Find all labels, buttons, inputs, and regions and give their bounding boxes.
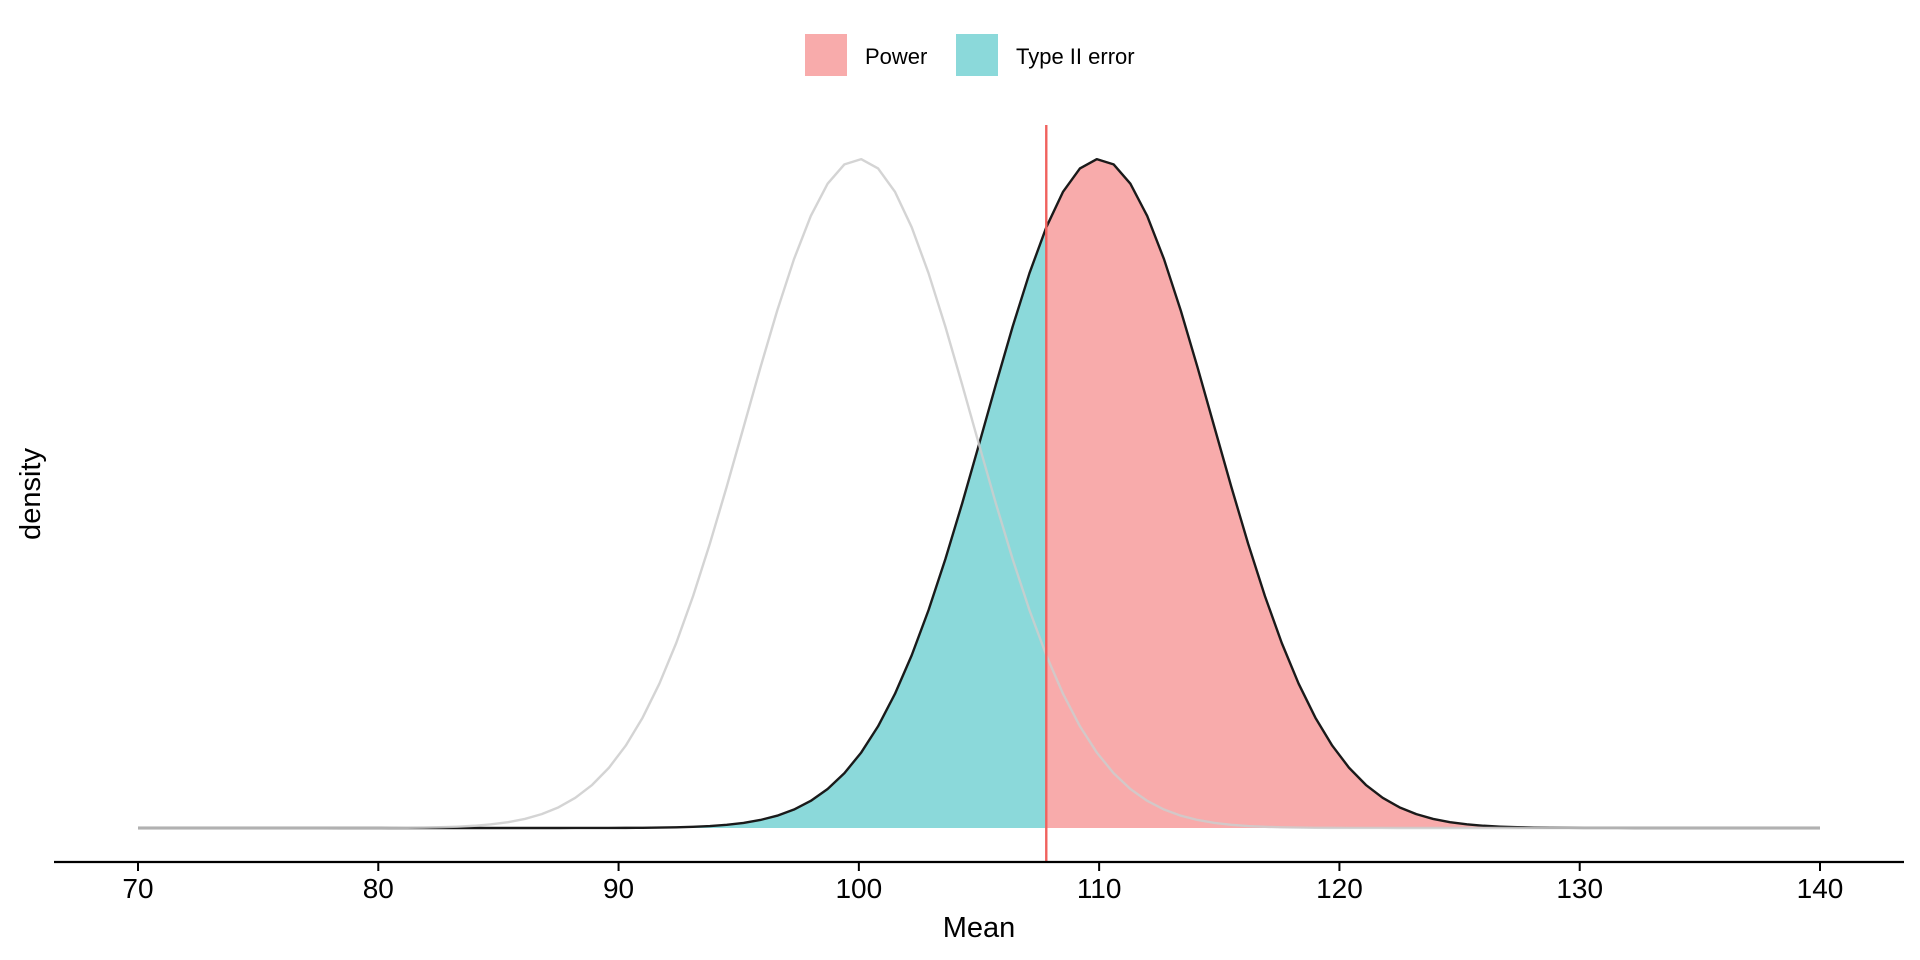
legend: Power Type II error — [805, 34, 1135, 76]
x-tick-label-110: 110 — [1077, 873, 1122, 904]
legend-label-type-ii-error: Type II error — [1016, 44, 1135, 69]
x-tick-label-100: 100 — [835, 873, 882, 904]
power-area — [1046, 159, 1820, 828]
plot-area: 70 80 90 100 110 120 130 140 — [54, 125, 1904, 904]
x-tick-label-70: 70 — [122, 873, 153, 904]
legend-label-power: Power — [865, 44, 927, 69]
type-ii-error-area — [138, 227, 1047, 828]
x-tick-label-140: 140 — [1797, 873, 1844, 904]
x-tick-label-120: 120 — [1316, 873, 1363, 904]
null-distribution-curve — [138, 157, 1820, 830]
x-axis-title: Mean — [943, 912, 1016, 944]
x-tick-label-80: 80 — [363, 873, 394, 904]
legend-swatch-type-ii-error — [956, 34, 998, 76]
legend-swatch-power — [805, 34, 847, 76]
x-tick-label-90: 90 — [603, 873, 634, 904]
y-axis-title: density — [15, 448, 47, 540]
x-tick-label-130: 130 — [1556, 873, 1603, 904]
